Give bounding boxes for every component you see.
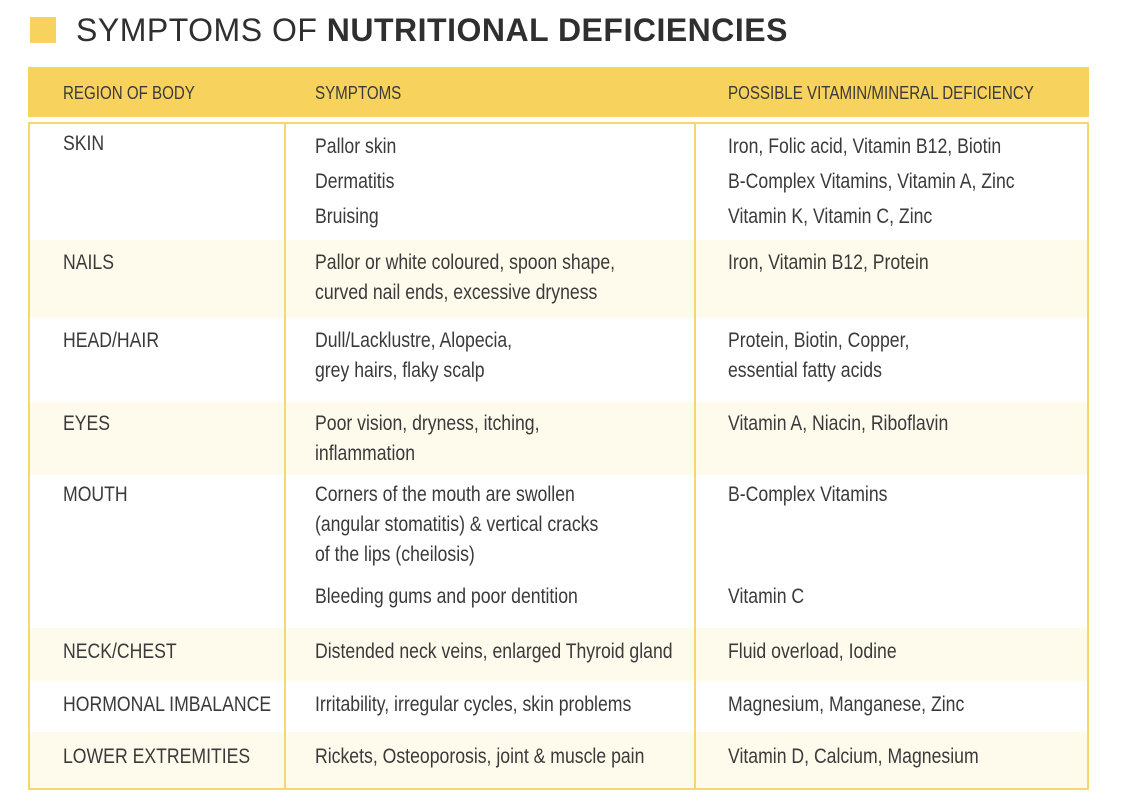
symptoms-cell: Poor vision, dryness, itching, inflammat… — [315, 409, 540, 469]
column-divider — [694, 124, 696, 788]
deficiency-cell: Vitamin A, Niacin, Riboflavin — [728, 409, 948, 439]
deficiency-line: Iron, Folic acid, Vitamin B12, Biotin — [728, 135, 1002, 158]
deficiency-cell: Magnesium, Manganese, Zinc — [728, 690, 964, 720]
symptoms-cell-secondary: Bleeding gums and poor dentition — [315, 585, 578, 608]
deficiency-cell: B-Complex Vitamins — [728, 480, 887, 510]
header-region: REGION OF BODY — [63, 83, 195, 103]
symptom-line: of the lips (cheilosis) — [315, 543, 475, 566]
region-cell: SKIN — [63, 132, 105, 155]
title-text: SYMPTOMS OF NUTRITIONAL DEFICIENCIES — [76, 12, 788, 49]
deficiency-line: B-Complex Vitamins, Vitamin A, Zinc — [728, 170, 1015, 193]
table-row-head-hair — [30, 318, 1087, 402]
deficiency-cell-secondary: Vitamin C — [728, 585, 805, 608]
symptom-line: Dull/Lacklustre, Alopecia, — [315, 329, 513, 352]
symptom-line: Irritability, irregular cycles, skin pro… — [315, 693, 632, 716]
symptom-line: Corners of the mouth are swollen — [315, 483, 575, 506]
table-header: REGION OF BODY SYMPTOMS POSSIBLE VITAMIN… — [28, 67, 1089, 117]
deficiency-line: essential fatty acids — [728, 359, 882, 382]
region-cell: LOWER EXTREMITIES — [63, 745, 251, 768]
deficiency-cell: Protein, Biotin, Copper, essential fatty… — [728, 326, 909, 386]
symptoms-cell: Pallor or white coloured, spoon shape, c… — [315, 248, 615, 308]
symptoms-cell: Distended neck veins, enlarged Thyroid g… — [315, 637, 673, 667]
deficiency-line: Vitamin K, Vitamin C, Zinc — [728, 205, 933, 228]
table-row-nails — [30, 240, 1087, 318]
title-normal: SYMPTOMS OF — [76, 11, 327, 48]
title-bold: NUTRITIONAL DEFICIENCIES — [326, 11, 788, 48]
deficiency-cell: Fluid overload, Iodine — [728, 637, 897, 667]
table-row-lower-extremities — [30, 732, 1087, 788]
column-divider — [284, 124, 286, 788]
symptom-line: Pallor skin — [315, 135, 397, 158]
symptom-line: Dermatitis — [315, 170, 395, 193]
deficiency-table: SKIN Pallor skin Dermatitis Bruising Iro… — [28, 122, 1089, 790]
symptom-line: Distended neck veins, enlarged Thyroid g… — [315, 640, 673, 663]
deficiency-line: Protein, Biotin, Copper, — [728, 329, 910, 352]
symptom-line: curved nail ends, excessive dryness — [315, 281, 598, 304]
symptoms-cell: Corners of the mouth are swollen (angula… — [315, 480, 598, 570]
deficiency-line: Fluid overload, Iodine — [728, 640, 897, 663]
header-deficiency: POSSIBLE VITAMIN/MINERAL DEFICIENCY — [728, 83, 1034, 103]
deficiency-cell: Iron, Folic acid, Vitamin B12, Biotin B-… — [728, 129, 1015, 234]
deficiency-cell: Iron, Vitamin B12, Protein — [728, 248, 929, 278]
symptom-line: grey hairs, flaky scalp — [315, 359, 485, 382]
region-cell: NAILS — [63, 251, 114, 274]
deficiency-line: Iron, Vitamin B12, Protein — [728, 251, 929, 274]
region-cell: MOUTH — [63, 483, 128, 506]
symptom-line: Pallor or white coloured, spoon shape, — [315, 251, 616, 274]
symptoms-cell: Pallor skin Dermatitis Bruising — [315, 129, 396, 234]
deficiency-cell: Vitamin D, Calcium, Magnesium — [728, 742, 979, 772]
symptom-line: inflammation — [315, 442, 416, 465]
symptom-line: Poor vision, dryness, itching, — [315, 412, 540, 435]
symptom-line: (angular stomatitis) & vertical cracks — [315, 513, 599, 536]
symptoms-cell: Dull/Lacklustre, Alopecia, grey hairs, f… — [315, 326, 512, 386]
table-row-eyes — [30, 402, 1087, 475]
symptoms-cell: Irritability, irregular cycles, skin pro… — [315, 690, 631, 720]
header-symptoms: SYMPTOMS — [315, 83, 402, 103]
table-row-neck-chest — [30, 628, 1087, 681]
deficiency-line: Magnesium, Manganese, Zinc — [728, 693, 965, 716]
symptom-line: Rickets, Osteoporosis, joint & muscle pa… — [315, 745, 645, 768]
deficiency-line: Vitamin A, Niacin, Riboflavin — [728, 412, 949, 435]
region-cell: HEAD/HAIR — [63, 329, 160, 352]
region-cell: HORMONAL IMBALANCE — [63, 693, 272, 716]
title-accent-square — [30, 17, 56, 43]
page-title: SYMPTOMS OF NUTRITIONAL DEFICIENCIES — [30, 12, 788, 48]
deficiency-line: Vitamin D, Calcium, Magnesium — [728, 745, 979, 768]
symptoms-cell: Rickets, Osteoporosis, joint & muscle pa… — [315, 742, 644, 772]
region-cell: NECK/CHEST — [63, 640, 177, 663]
symptom-line: Bruising — [315, 205, 379, 228]
region-cell: EYES — [63, 412, 111, 435]
deficiency-line: B-Complex Vitamins — [728, 483, 888, 506]
